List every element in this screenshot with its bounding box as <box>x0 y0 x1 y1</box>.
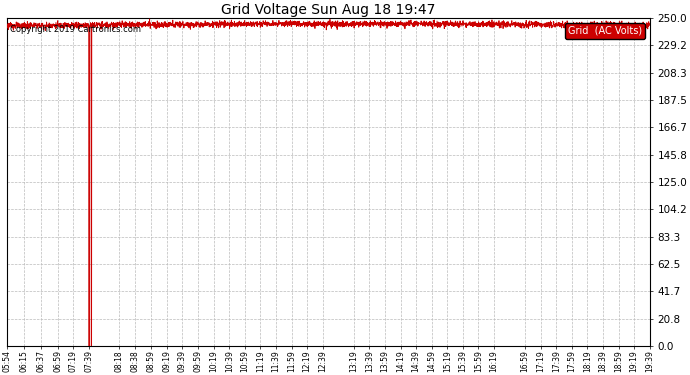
Text: Copyright 2019 Cartronics.com: Copyright 2019 Cartronics.com <box>10 24 141 33</box>
Title: Grid Voltage Sun Aug 18 19:47: Grid Voltage Sun Aug 18 19:47 <box>221 3 435 17</box>
Legend: Grid  (AC Volts): Grid (AC Volts) <box>565 23 645 39</box>
